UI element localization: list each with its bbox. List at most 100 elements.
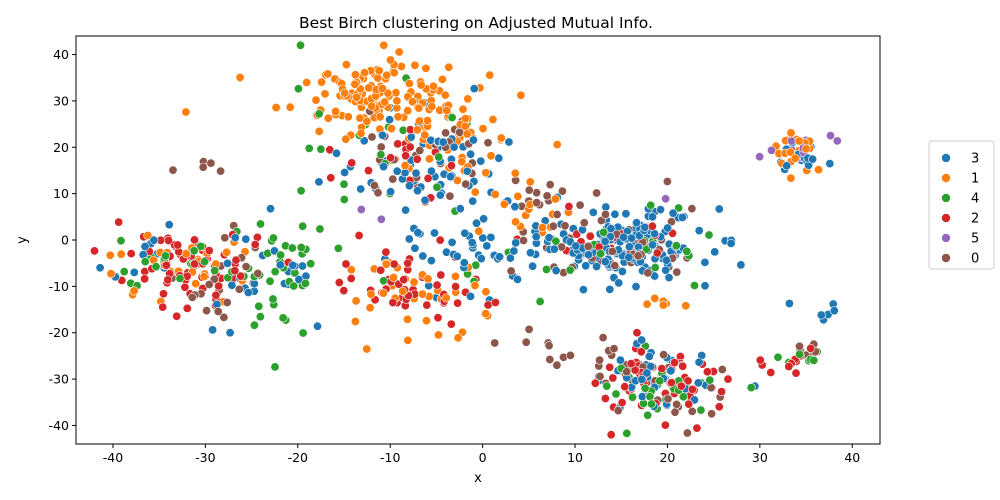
data-point-4: [314, 109, 324, 119]
data-point-1: [478, 124, 488, 134]
data-point-3: [495, 252, 505, 262]
data-point-4: [255, 219, 265, 229]
x-tick-label: -40: [103, 450, 123, 465]
data-point-1: [362, 116, 372, 126]
data-point-2: [666, 378, 676, 388]
data-point-0: [483, 138, 493, 148]
data-point-3: [479, 214, 489, 224]
data-point-2: [326, 173, 336, 183]
data-point-3: [438, 137, 448, 147]
data-point-2: [702, 367, 712, 377]
data-point-3: [619, 232, 629, 242]
data-point-1: [420, 130, 430, 140]
data-point-5: [825, 131, 835, 141]
data-point-5: [755, 152, 765, 162]
data-point-2: [250, 240, 260, 250]
data-point-2: [114, 217, 124, 227]
data-point-1: [658, 300, 668, 310]
data-point-1: [409, 277, 419, 287]
x-tick-label: -10: [380, 450, 400, 465]
data-point-2: [403, 258, 413, 268]
data-point-1: [400, 161, 410, 171]
data-point-0: [445, 191, 455, 201]
data-point-3: [482, 241, 492, 251]
y-axis: -40 -30 -20 -10 0 10 20 30 40: [49, 47, 76, 433]
data-point-3: [410, 243, 420, 253]
data-point-2: [755, 355, 765, 365]
data-point-0: [415, 146, 425, 156]
data-point-2: [204, 246, 214, 256]
points-layer: [90, 40, 842, 440]
data-point-2: [436, 270, 446, 280]
data-point-1: [392, 96, 402, 106]
data-point-3: [223, 258, 233, 268]
data-point-1: [222, 247, 232, 257]
data-point-3: [614, 278, 624, 288]
data-point-3: [621, 209, 631, 219]
data-point-0: [592, 188, 602, 198]
data-point-4: [116, 236, 126, 246]
data-point-3: [624, 252, 634, 262]
data-point-0: [600, 209, 610, 219]
data-point-1: [362, 344, 372, 354]
data-point-3: [693, 378, 703, 388]
data-point-4: [289, 281, 299, 291]
data-point-4: [268, 294, 278, 304]
data-point-3: [468, 135, 478, 145]
data-point-1: [481, 168, 491, 178]
data-point-3: [714, 204, 724, 214]
data-point-3: [227, 280, 237, 290]
data-point-4: [599, 227, 609, 237]
data-point-4: [255, 312, 265, 322]
data-point-4: [671, 241, 681, 251]
data-point-1: [414, 103, 424, 113]
data-point-2: [158, 302, 168, 312]
data-point-1: [433, 330, 443, 340]
data-point-4: [161, 251, 171, 261]
data-point-3: [571, 241, 581, 251]
data-point-0: [579, 218, 589, 228]
data-point-4: [300, 278, 310, 288]
data-point-0: [521, 337, 531, 347]
data-point-1: [486, 151, 496, 161]
data-point-3: [637, 374, 647, 384]
data-point-1: [380, 97, 390, 107]
data-point-0: [670, 407, 680, 417]
data-point-3: [494, 153, 504, 163]
legend-marker-0: [941, 253, 951, 263]
data-point-2: [182, 303, 192, 313]
data-point-3: [413, 228, 423, 238]
data-point-0: [552, 360, 562, 370]
data-point-3: [208, 325, 218, 335]
data-point-3: [265, 204, 275, 214]
data-point-1: [424, 154, 434, 164]
data-point-3: [617, 266, 627, 276]
x-tick-label: 20: [659, 450, 675, 465]
data-point-3: [631, 218, 641, 228]
data-point-1: [386, 124, 396, 134]
data-point-1: [410, 60, 420, 70]
data-point-0: [687, 204, 697, 214]
data-point-1: [470, 187, 480, 197]
data-point-2: [363, 166, 373, 176]
data-point-4: [645, 392, 655, 402]
data-point-2: [676, 381, 686, 391]
data-point-1: [181, 107, 191, 117]
data-point-1: [427, 102, 437, 112]
data-point-3: [581, 261, 591, 271]
data-point-3: [129, 267, 139, 277]
data-point-1: [786, 128, 796, 138]
data-point-2: [590, 378, 600, 388]
data-point-1: [302, 78, 312, 88]
data-point-4: [296, 186, 306, 196]
data-point-1: [463, 94, 473, 104]
data-point-0: [687, 406, 697, 416]
data-point-2: [723, 374, 733, 384]
data-point-2: [190, 235, 200, 245]
data-point-3: [445, 172, 455, 182]
data-point-2: [446, 161, 456, 171]
data-point-1: [470, 280, 480, 290]
data-point-5: [356, 205, 366, 215]
data-point-3: [426, 256, 436, 266]
data-point-0: [610, 261, 620, 271]
